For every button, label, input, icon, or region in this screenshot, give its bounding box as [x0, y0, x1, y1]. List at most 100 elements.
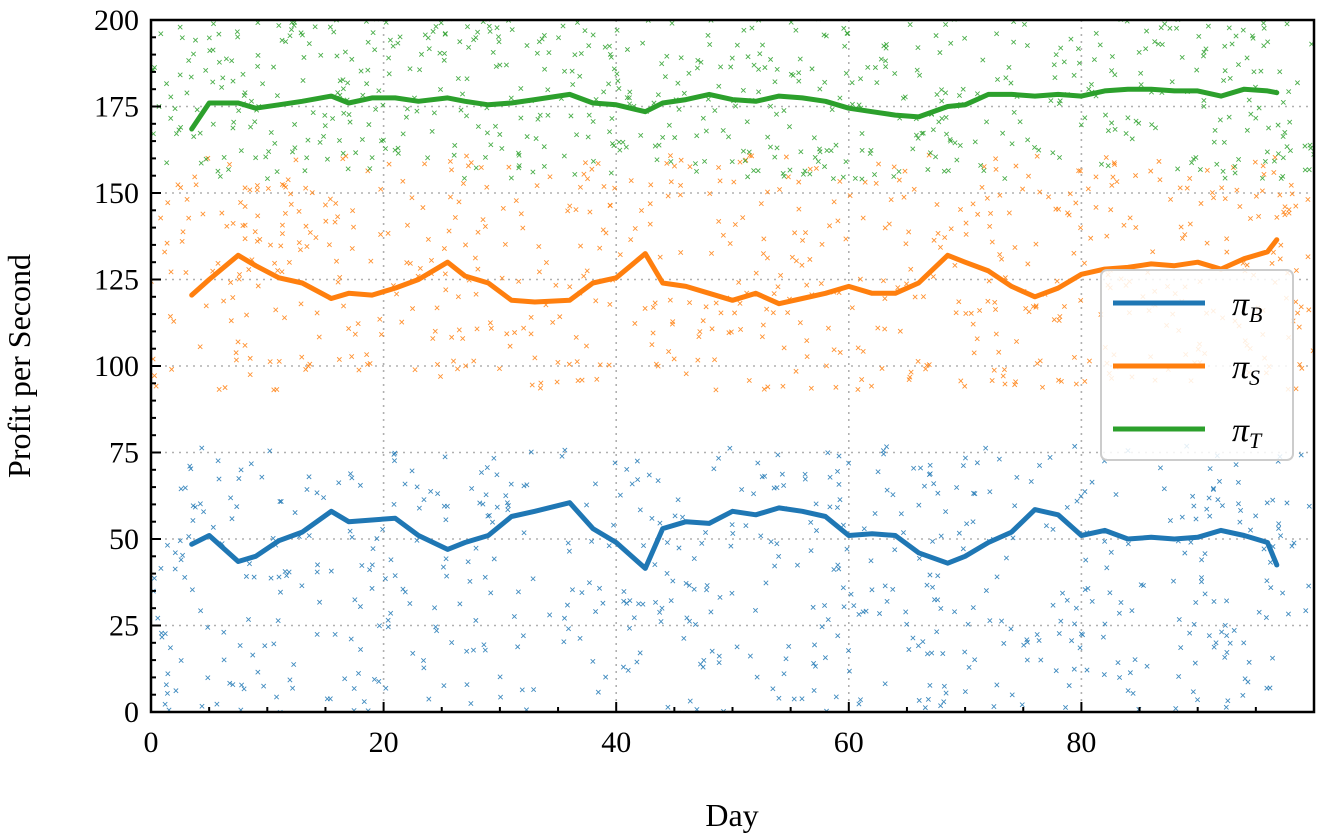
scatter-point [164, 542, 171, 548]
scatter-point [916, 502, 922, 508]
scatter-point [485, 513, 491, 519]
scatter-point [924, 362, 930, 368]
scatter-point [252, 229, 258, 235]
scatter-point [1030, 303, 1036, 310]
scatter-point [443, 287, 449, 293]
scatter-point [414, 537, 420, 543]
scatter-point [579, 377, 585, 383]
scatter-point [1206, 633, 1212, 639]
scatter-point [827, 504, 833, 510]
scatter-point [903, 241, 909, 247]
scatter-point [198, 608, 204, 614]
scatter-point [267, 359, 273, 365]
scatter-point [1144, 28, 1150, 34]
scatter-point [620, 664, 626, 670]
scatter-point [796, 78, 802, 84]
scatter-point [1173, 706, 1179, 712]
scatter-point [404, 222, 410, 228]
scatter-point [751, 62, 757, 68]
scatter-point [1210, 485, 1216, 491]
scatter-point [859, 377, 865, 383]
scatter-point [378, 138, 384, 144]
scatter-point [751, 168, 757, 174]
scatter-point [168, 115, 174, 121]
scatter-point [241, 92, 247, 98]
scatter-point [1081, 260, 1087, 266]
scatter-point [687, 164, 693, 170]
scatter-point [1071, 354, 1077, 360]
scatter-point [417, 265, 423, 271]
scatter-point [1201, 49, 1207, 55]
scatter-point [289, 149, 296, 155]
scatter-point [254, 187, 260, 193]
scatter-point [210, 21, 217, 27]
scatter-point [1056, 317, 1062, 323]
scatter-point [712, 357, 718, 363]
scatter-point [933, 33, 939, 39]
scatter-point [1113, 492, 1119, 498]
scatter-point [528, 331, 534, 337]
scatter-point [221, 657, 227, 663]
scatter-point [539, 36, 545, 42]
scatter-point [434, 361, 440, 367]
scatter-point [700, 318, 706, 324]
scatter-point [1219, 629, 1225, 635]
scatter-point [390, 43, 396, 49]
scatter-point [774, 485, 780, 491]
scatter-point [1053, 668, 1059, 674]
scatter-point [1293, 203, 1299, 209]
scatter-point [286, 259, 292, 265]
scatter-point [1057, 98, 1063, 104]
scatter-point [541, 163, 547, 169]
scatter-point [600, 227, 606, 233]
scatter-point [399, 319, 405, 325]
scatter-point [1275, 122, 1281, 128]
scatter-point [676, 545, 682, 551]
scatter-point [586, 112, 592, 118]
scatter-point [508, 481, 514, 487]
scatter-point [340, 150, 346, 156]
scatter-point [165, 671, 171, 677]
scatter-point [763, 580, 769, 586]
scatter-point [1235, 479, 1241, 485]
scatter-point [835, 218, 841, 224]
scatter-point [451, 152, 457, 158]
scatter-point [836, 453, 842, 459]
scatter-point [356, 367, 362, 373]
scatter-point [1112, 72, 1118, 78]
scatter-point [430, 335, 436, 341]
scatter-point [172, 106, 178, 112]
scatter-point [1211, 598, 1217, 605]
scatter-point [414, 484, 420, 490]
scatter-point [194, 107, 200, 113]
scatter-point [1211, 195, 1217, 201]
scatter-point [770, 310, 776, 316]
scatter-point [738, 326, 744, 332]
scatter-point [810, 604, 816, 610]
scatter-point [1085, 585, 1091, 591]
scatter-point [737, 159, 743, 165]
scatter-point [881, 43, 887, 49]
scatter-point [1064, 597, 1070, 603]
scatter-point [1306, 503, 1312, 509]
scatter-point [1197, 167, 1203, 173]
scatter-point [590, 158, 596, 164]
scatter-point [486, 512, 492, 518]
scatter-point [1295, 310, 1301, 316]
scatter-point [1067, 191, 1073, 197]
scatter-point [428, 257, 434, 263]
scatter-point [1109, 68, 1115, 74]
scatter-point [884, 487, 890, 493]
scatter-point [780, 383, 786, 389]
scatter-point [1226, 25, 1232, 31]
scatter-point [915, 643, 921, 649]
scatter-point [1037, 189, 1043, 195]
scatter-point [560, 23, 566, 29]
scatter-point [883, 58, 889, 64]
scatter-point [882, 296, 888, 302]
scatter-point [898, 511, 904, 517]
scatter-point [482, 574, 488, 580]
scatter-point [1224, 249, 1230, 255]
scatter-point [471, 37, 477, 43]
scatter-point [1100, 634, 1106, 640]
